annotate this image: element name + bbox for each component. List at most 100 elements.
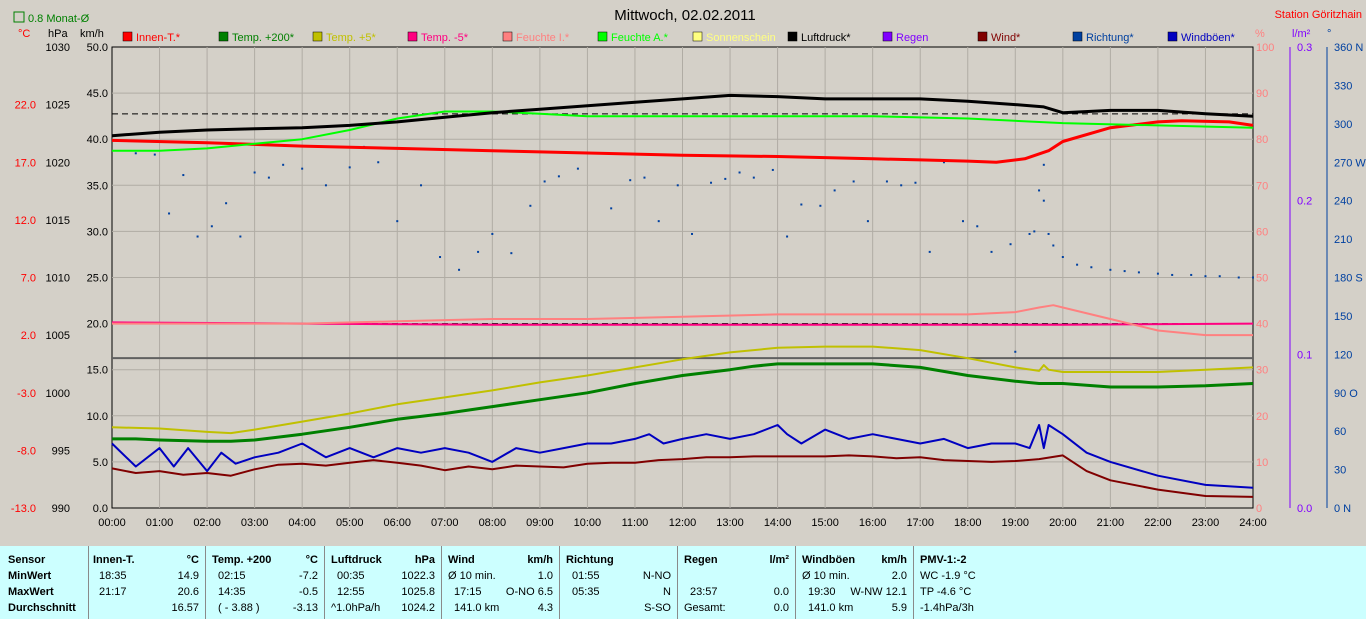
stats-temp200-min-time: 02:15 (218, 570, 246, 582)
stats-header-temp200: Temp. +200 (212, 554, 272, 566)
direction-dot (1218, 275, 1221, 278)
stats-richtung-avg-value: S-SO (644, 602, 671, 614)
legend-swatch[interactable] (977, 31, 988, 42)
stats-wind-row1-value: 1.0 (537, 570, 553, 582)
legend-swatch[interactable] (597, 31, 608, 42)
tick-label-x: 09:00 (526, 517, 554, 529)
tick-label-pressure: 1010 (46, 273, 70, 285)
stats-col-temp200: Temp. +200 °C 02:15 -7.2 14:35 -0.5 ( - … (206, 546, 325, 619)
direction-dot (990, 250, 993, 253)
stats-temp200-max-time: 14:35 (218, 586, 246, 598)
direction-dot (477, 250, 480, 253)
tick-label-x: 12:00 (669, 517, 697, 529)
stats-panel: Sensor MinWert MaxWert Durchschnitt Inne… (0, 546, 1366, 619)
direction-dot (914, 181, 917, 184)
legend-swatch[interactable] (502, 31, 513, 42)
tick-label-pressure: 1030 (46, 42, 70, 54)
tick-label-pressure: 1025 (46, 100, 70, 112)
tick-label-x: 15:00 (811, 517, 839, 529)
tick-label-wind: 5.0 (93, 457, 108, 469)
stats-row-label-avg: Durchschnitt (8, 602, 76, 614)
stats-regen-max-time: 23:57 (690, 586, 718, 598)
stats-windboeen-max-value: W-NW 12.1 (850, 586, 907, 598)
series-line (111, 345, 1254, 435)
unit-direction: ° (1327, 28, 1331, 40)
tick-label-wind: 0.0 (93, 503, 108, 515)
direction-dot (710, 181, 713, 184)
tick-label-x: 14:00 (764, 517, 792, 529)
direction-dot (1042, 163, 1045, 166)
direction-dot (1204, 275, 1207, 278)
direction-dot (928, 250, 931, 253)
direction-dot (282, 163, 285, 166)
direction-dot (800, 203, 803, 206)
stats-richtung-min-value: N-NO (642, 570, 671, 582)
legend-label: Innen-T.* (136, 32, 181, 44)
series-line (111, 424, 1254, 489)
legend: Innen-T.* Temp. +200* Temp. +5* Temp. -5* Fe… (122, 31, 1236, 44)
tick-label-direction: 330 (1334, 80, 1352, 92)
direction-dot (348, 166, 351, 169)
tick-label-humidity: 30 (1256, 365, 1268, 377)
tick-label-x: 20:00 (1049, 517, 1077, 529)
direction-dot (557, 175, 560, 178)
tick-label-temp: -13.0 (11, 503, 36, 515)
series-line (111, 454, 1254, 498)
stats-wind-row1-label: Ø 10 min. (448, 570, 496, 582)
tick-label-direction: 30 (1334, 465, 1346, 477)
legend-swatch[interactable] (882, 31, 893, 42)
direction-dot (1009, 243, 1012, 246)
stats-unit-temp200: °C (305, 554, 318, 566)
direction-dot (210, 225, 213, 228)
tick-label-temp: -3.0 (17, 388, 36, 400)
legend-swatch[interactable] (1167, 31, 1178, 42)
legend-swatch[interactable] (787, 31, 798, 42)
direction-dot (1190, 273, 1193, 276)
tick-label-humidity: 80 (1256, 134, 1268, 146)
legend-swatch[interactable] (312, 31, 323, 42)
tick-label-rain: 0.1 (1297, 349, 1312, 361)
tick-label-temp: 17.0 (15, 157, 36, 169)
stats-windboeen-distance: 141.0 km (808, 602, 854, 614)
series-line (112, 362, 1254, 443)
legend-swatch[interactable] (122, 31, 133, 42)
legend-swatch[interactable] (692, 31, 703, 42)
tick-label-x: 21:00 (1097, 517, 1125, 529)
stats-innen-min-time: 18:35 (99, 570, 127, 582)
stats-header-windboeen: Windböen (802, 554, 856, 566)
monthly-avg-checkbox[interactable] (13, 11, 25, 23)
direction-dot (942, 161, 945, 164)
tick-label-wind: 45.0 (87, 88, 108, 100)
direction-dot (1038, 189, 1041, 192)
tick-label-x: 01:00 (146, 517, 174, 529)
legend-label: Feuchte I.* (516, 32, 570, 44)
stats-innen-avg-value: 16.57 (171, 602, 199, 614)
stats-wind-distance: 141.0 km (454, 602, 500, 614)
legend-label: Temp. -5* (421, 32, 469, 44)
direction-dot (724, 177, 727, 180)
legend-swatch[interactable] (218, 31, 229, 42)
direction-dot (976, 225, 979, 228)
tick-label-temp: 2.0 (21, 330, 36, 342)
direction-dot (1156, 272, 1159, 275)
direction-dot (182, 174, 185, 177)
stats-temp200-avg-value: -3.13 (292, 602, 318, 614)
direction-dot (510, 252, 513, 255)
tick-label-humidity: 40 (1256, 319, 1268, 331)
legend-swatch[interactable] (407, 31, 418, 42)
stats-richtung-max-time: 05:35 (572, 586, 600, 598)
direction-dot (1047, 232, 1050, 235)
monthly-avg-label: 0.8 Monat-Ø (28, 13, 90, 25)
tick-label-wind: 10.0 (87, 411, 108, 423)
tick-label-humidity: 60 (1256, 226, 1268, 238)
unit-temp: °C (18, 28, 30, 40)
stats-pmv-dewpoint: TP -4.6 °C (920, 586, 972, 598)
unit-pressure: hPa (48, 28, 68, 40)
legend-swatch[interactable] (1072, 31, 1083, 42)
direction-dot (852, 180, 855, 183)
stats-col-windboeen: Windböen km/h Ø 10 min. 2.0 19:30 W-NW 1… (796, 546, 914, 619)
direction-dot (543, 180, 546, 183)
legend-label: Richtung* (1086, 32, 1134, 44)
tick-label-wind: 15.0 (87, 365, 108, 377)
tick-label-x: 02:00 (193, 517, 221, 529)
